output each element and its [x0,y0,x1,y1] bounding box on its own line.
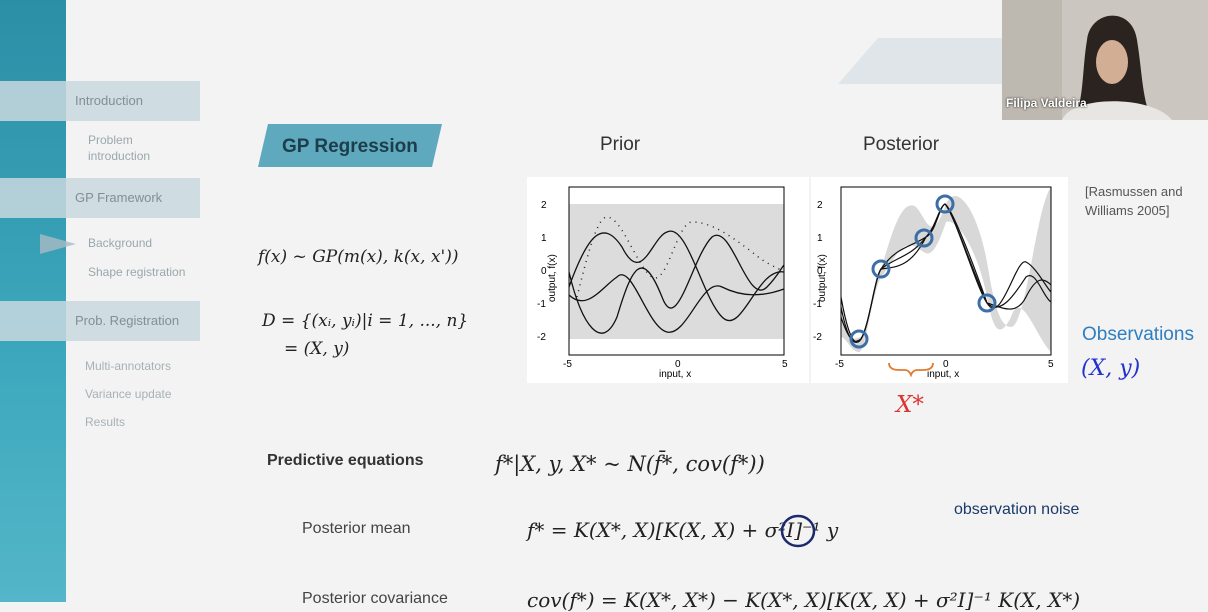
x-tick-label: 5 [1048,359,1054,370]
sidebar-item-multi-annotators[interactable]: Multi-annotators [85,359,172,373]
posterior-plot-svg: 2 1 0 -1 -2 -5 0 5 input, x output, f(x) [813,186,1054,380]
active-item-marker-icon [40,234,76,254]
prior-plot-svg: 2 1 0 -1 -2 -5 0 5 input, x output, f(x) [537,186,788,380]
sidebar-navigation: Introduction Problem introduction GP Fra… [0,0,215,602]
x-axis-label: input, x [927,369,959,380]
dataset-definition-line-2: = (X, y) [284,339,350,359]
prior-heading: Prior [600,134,641,155]
y-tick-label: 1 [817,233,823,244]
noise-highlight-circle [780,514,816,548]
xstar-brace-icon [888,362,934,378]
sidebar-section-label: Prob. Registration [75,313,180,328]
sidebar-item-results[interactable]: Results [85,415,126,429]
slide-title-badge: GP Regression [258,124,442,167]
y-tick-label: 2 [541,200,547,211]
prior-plot: 2 1 0 -1 -2 -5 0 5 input, x output, f(x) [527,177,809,383]
y-tick-label: 0 [541,266,547,277]
sidebar-item-background[interactable]: Background [88,236,153,250]
sidebar-section-prob-registration[interactable]: Prob. Registration [0,301,200,341]
posterior-heading: Posterior [863,134,940,155]
sidebar-item-variance-update[interactable]: Variance update [85,387,172,401]
sidebar-section-label: Introduction [75,93,143,108]
sidebar-section-gp-framework[interactable]: GP Framework [0,178,200,218]
x-axis-label: input, x [659,369,691,380]
y-tick-label: 0 [817,266,823,277]
title-badge-shape [258,124,442,167]
participant-video-image [1002,0,1208,120]
observations-math: (X, y) [1081,356,1141,381]
y-axis-label: output, f(x) [817,254,828,302]
y-tick-label: 1 [541,233,547,244]
posterior-covariance-equation: cov(f*) = K(X*, X*) − K(X*, X)[K(X, X) +… [527,588,1081,612]
y-axis-label: output, f(x) [547,254,558,302]
x-tick-label: 5 [782,359,788,370]
participant-name: Filipa Valdeira [1006,96,1087,110]
decorative-banner-shape [838,38,1008,84]
y-tick-label: -1 [813,299,822,310]
citation-line-1: [Rasmussen and [1085,184,1183,199]
observation-circles [849,194,997,349]
y-tick-label: -1 [537,299,546,310]
sidebar-item-problem-introduction[interactable]: Problem introduction [88,133,151,163]
participant-video-tile[interactable]: Filipa Valdeira [1002,0,1208,120]
predictive-equation: f*|X, y, X* ~ N(f̄*, cov(f*)) [495,452,765,476]
posterior-plot: 2 1 0 -1 -2 -5 0 5 input, x output, f(x) [811,177,1068,383]
sidebar-section-label: GP Framework [75,190,163,205]
slide-title: GP Regression [282,136,418,157]
posterior-covariance-label: Posterior covariance [302,590,448,607]
x-tick-label: 0 [943,359,949,370]
y-tick-label: -2 [813,332,822,343]
gp-definition: f(x) ~ GP(m(x), k(x, x')) [258,247,459,267]
y-tick-label: 2 [817,200,823,211]
dataset-definition-line-1: D = {(xᵢ, yᵢ)|i = 1, ..., n} [262,311,469,331]
predictive-equations-label: Predictive equations [267,452,424,469]
x-tick-label: -5 [835,359,844,370]
x-tick-label: -5 [563,359,572,370]
posterior-mean-label: Posterior mean [302,520,411,537]
citation-line-2: Williams 2005] [1085,203,1170,218]
citation: [Rasmussen and Williams 2005] [1085,182,1183,220]
x-tick-label: 0 [675,359,681,370]
sidebar-section-introduction[interactable]: Introduction [0,81,200,121]
xstar-label: X* [896,392,924,418]
observation-noise-label: observation noise [954,501,1080,518]
observations-label: Observations [1082,324,1194,345]
sidebar-item-shape-registration[interactable]: Shape registration [88,265,186,279]
y-tick-label: -2 [537,332,546,343]
